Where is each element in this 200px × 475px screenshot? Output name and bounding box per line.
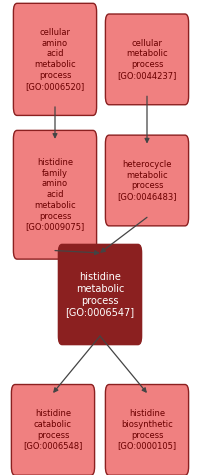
Text: cellular
metabolic
process
[GO:0044237]: cellular metabolic process [GO:0044237] [117, 39, 177, 80]
FancyBboxPatch shape [105, 14, 189, 105]
Text: histidine
metabolic
process
[GO:0006547]: histidine metabolic process [GO:0006547] [65, 272, 135, 317]
Text: heterocycle
metabolic
process
[GO:0046483]: heterocycle metabolic process [GO:004648… [117, 160, 177, 201]
Text: histidine
biosynthetic
process
[GO:0000105]: histidine biosynthetic process [GO:00001… [117, 409, 177, 450]
Text: histidine
catabolic
process
[GO:0006548]: histidine catabolic process [GO:0006548] [23, 409, 83, 450]
FancyBboxPatch shape [13, 131, 97, 259]
Text: histidine
family
amino
acid
metabolic
process
[GO:0009075]: histidine family amino acid metabolic pr… [25, 158, 85, 231]
FancyBboxPatch shape [105, 385, 189, 475]
FancyBboxPatch shape [11, 385, 95, 475]
FancyBboxPatch shape [58, 245, 142, 345]
Text: cellular
amino
acid
metabolic
process
[GO:0006520]: cellular amino acid metabolic process [G… [25, 28, 85, 91]
FancyBboxPatch shape [13, 3, 97, 115]
FancyBboxPatch shape [105, 135, 189, 226]
